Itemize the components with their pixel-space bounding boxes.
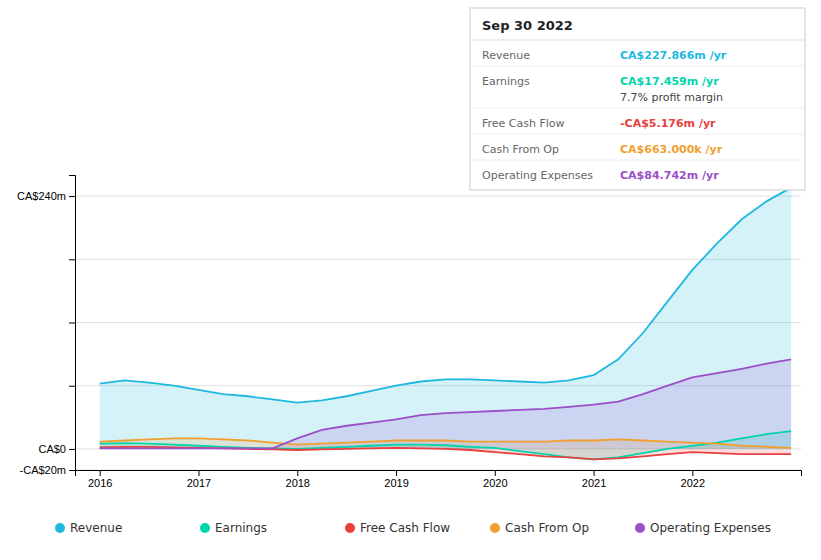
legend-label: Earnings — [215, 521, 267, 535]
tick: 2017 — [187, 470, 211, 489]
legend-label: Revenue — [70, 521, 122, 535]
legend-item: Revenue — [55, 521, 122, 535]
info-table-separator — [470, 134, 805, 135]
tick: 2021 — [582, 470, 606, 489]
info-table-separator — [470, 108, 805, 109]
line — [100, 359, 791, 448]
axis-line — [69, 176, 76, 471]
tick-mark — [69, 449, 75, 450]
tick — [69, 323, 75, 324]
tick-label: CA$0 — [38, 443, 66, 455]
legend-item: Earnings — [200, 521, 267, 535]
info-table-value: -CA$5.176m /yr — [620, 117, 716, 130]
tick: -CA$20m — [20, 464, 75, 476]
x-axis: 2016 2017 2018 2019 2020 2021 2022 — [76, 470, 802, 489]
plot-area — [100, 188, 791, 460]
legend-swatch — [490, 523, 500, 533]
tick: 2016 — [88, 470, 112, 489]
chart: 2016 2017 2018 2019 2020 2021 2022 CA$240m CA$0 -… — [0, 0, 821, 560]
info-table-value: CA$84.742m /yr — [620, 169, 719, 182]
info-table-label: Operating Expenses — [482, 169, 593, 182]
tick-label: 2020 — [483, 477, 507, 489]
tick-mark — [69, 470, 75, 471]
area — [100, 359, 791, 449]
info-table-label: Cash From Op — [482, 143, 559, 156]
grid-line — [75, 196, 801, 197]
tick-mark — [100, 470, 101, 476]
info-table-title: Sep 30 2022 — [482, 18, 573, 33]
line — [100, 438, 791, 447]
info-table: Sep 30 2022 Revenue CA$227.866m /yr Earning… — [470, 8, 805, 190]
grid-line — [75, 259, 801, 260]
info-table-separator — [470, 66, 805, 67]
tick-mark — [692, 470, 693, 476]
info-table-frame — [470, 8, 805, 190]
tick-label: 2022 — [681, 477, 705, 489]
tick-mark — [297, 470, 298, 476]
tick-label: 2016 — [88, 477, 112, 489]
tick-mark — [495, 470, 496, 476]
legend-label: Free Cash Flow — [360, 521, 450, 535]
tick: 2020 — [483, 470, 507, 489]
legend-item: Operating Expenses — [635, 521, 771, 535]
info-table-label: Revenue — [482, 49, 530, 62]
axis-line — [76, 471, 802, 477]
tick-label: CA$240m — [17, 190, 66, 202]
info-table-separator — [470, 160, 805, 161]
legend-label: Cash From Op — [505, 521, 589, 535]
tick-mark — [396, 470, 397, 476]
tick-mark — [69, 196, 75, 197]
tick-label: -CA$20m — [20, 464, 66, 476]
tick-mark — [198, 470, 199, 476]
tick-label: 2021 — [582, 477, 606, 489]
tick — [69, 386, 75, 387]
legend: Revenue Earnings Free Cash Flow Cash From O… — [55, 521, 771, 535]
legend-swatch — [55, 523, 65, 533]
info-table-label: Earnings — [482, 75, 530, 88]
area — [100, 188, 791, 449]
legend-swatch — [635, 523, 645, 533]
tick-label: 2019 — [384, 477, 408, 489]
line — [100, 431, 791, 459]
y-axis: CA$240m CA$0 -CA$20m — [17, 176, 75, 477]
info-table-value: CA$227.866m /yr — [620, 49, 727, 62]
legend-swatch — [200, 523, 210, 533]
line — [100, 188, 791, 403]
tick-mark — [594, 470, 595, 476]
tick-label: 2018 — [286, 477, 310, 489]
tick: CA$240m — [17, 190, 75, 202]
tick: CA$0 — [38, 443, 75, 455]
info-table-label: Free Cash Flow — [482, 117, 565, 130]
tick: 2018 — [286, 470, 310, 489]
tick-label: 2017 — [187, 477, 211, 489]
info-table-value: CA$663.000k /yr — [620, 143, 723, 156]
tick — [69, 259, 75, 260]
tick-mark — [69, 386, 75, 387]
legend-swatch — [345, 523, 355, 533]
info-table-extra: 7.7% profit margin — [620, 91, 723, 104]
tick-mark — [69, 323, 75, 324]
tick: 2019 — [384, 470, 408, 489]
legend-label: Operating Expenses — [650, 521, 771, 535]
tick-mark — [69, 259, 75, 260]
legend-item: Cash From Op — [490, 521, 589, 535]
info-table-separator — [470, 40, 805, 41]
legend-item: Free Cash Flow — [345, 521, 450, 535]
info-table-value: CA$17.459m /yr — [620, 75, 719, 88]
tick: 2022 — [681, 470, 705, 489]
